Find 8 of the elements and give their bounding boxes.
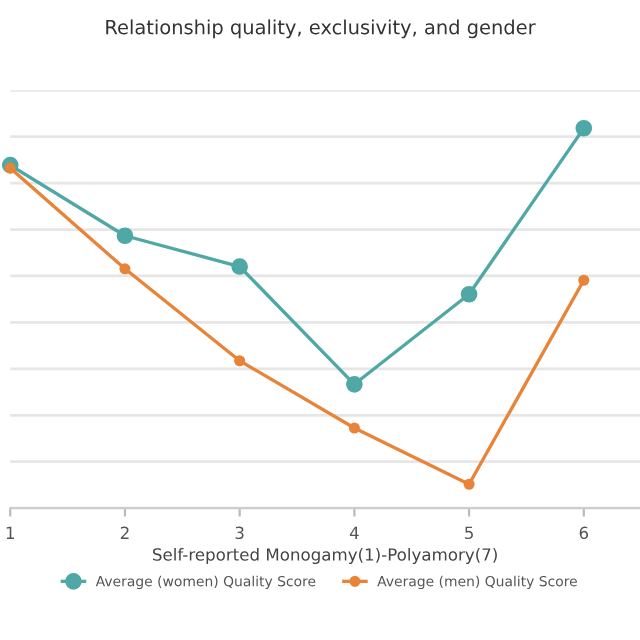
x-tick-label: 2	[120, 526, 129, 539]
chart-title: Relationship quality, exclusivity, and gender	[106, 19, 536, 39]
x-tick-label: 3	[235, 526, 244, 540]
x-tick-label: 5	[465, 526, 473, 540]
x-tick-label: 6	[579, 526, 589, 540]
x-tick-label: 1	[6, 526, 14, 539]
x-axis-title: Self-reported Monogamy(1)-Polyamory(7)	[153, 547, 497, 565]
x-tick-label: 4	[349, 526, 359, 539]
